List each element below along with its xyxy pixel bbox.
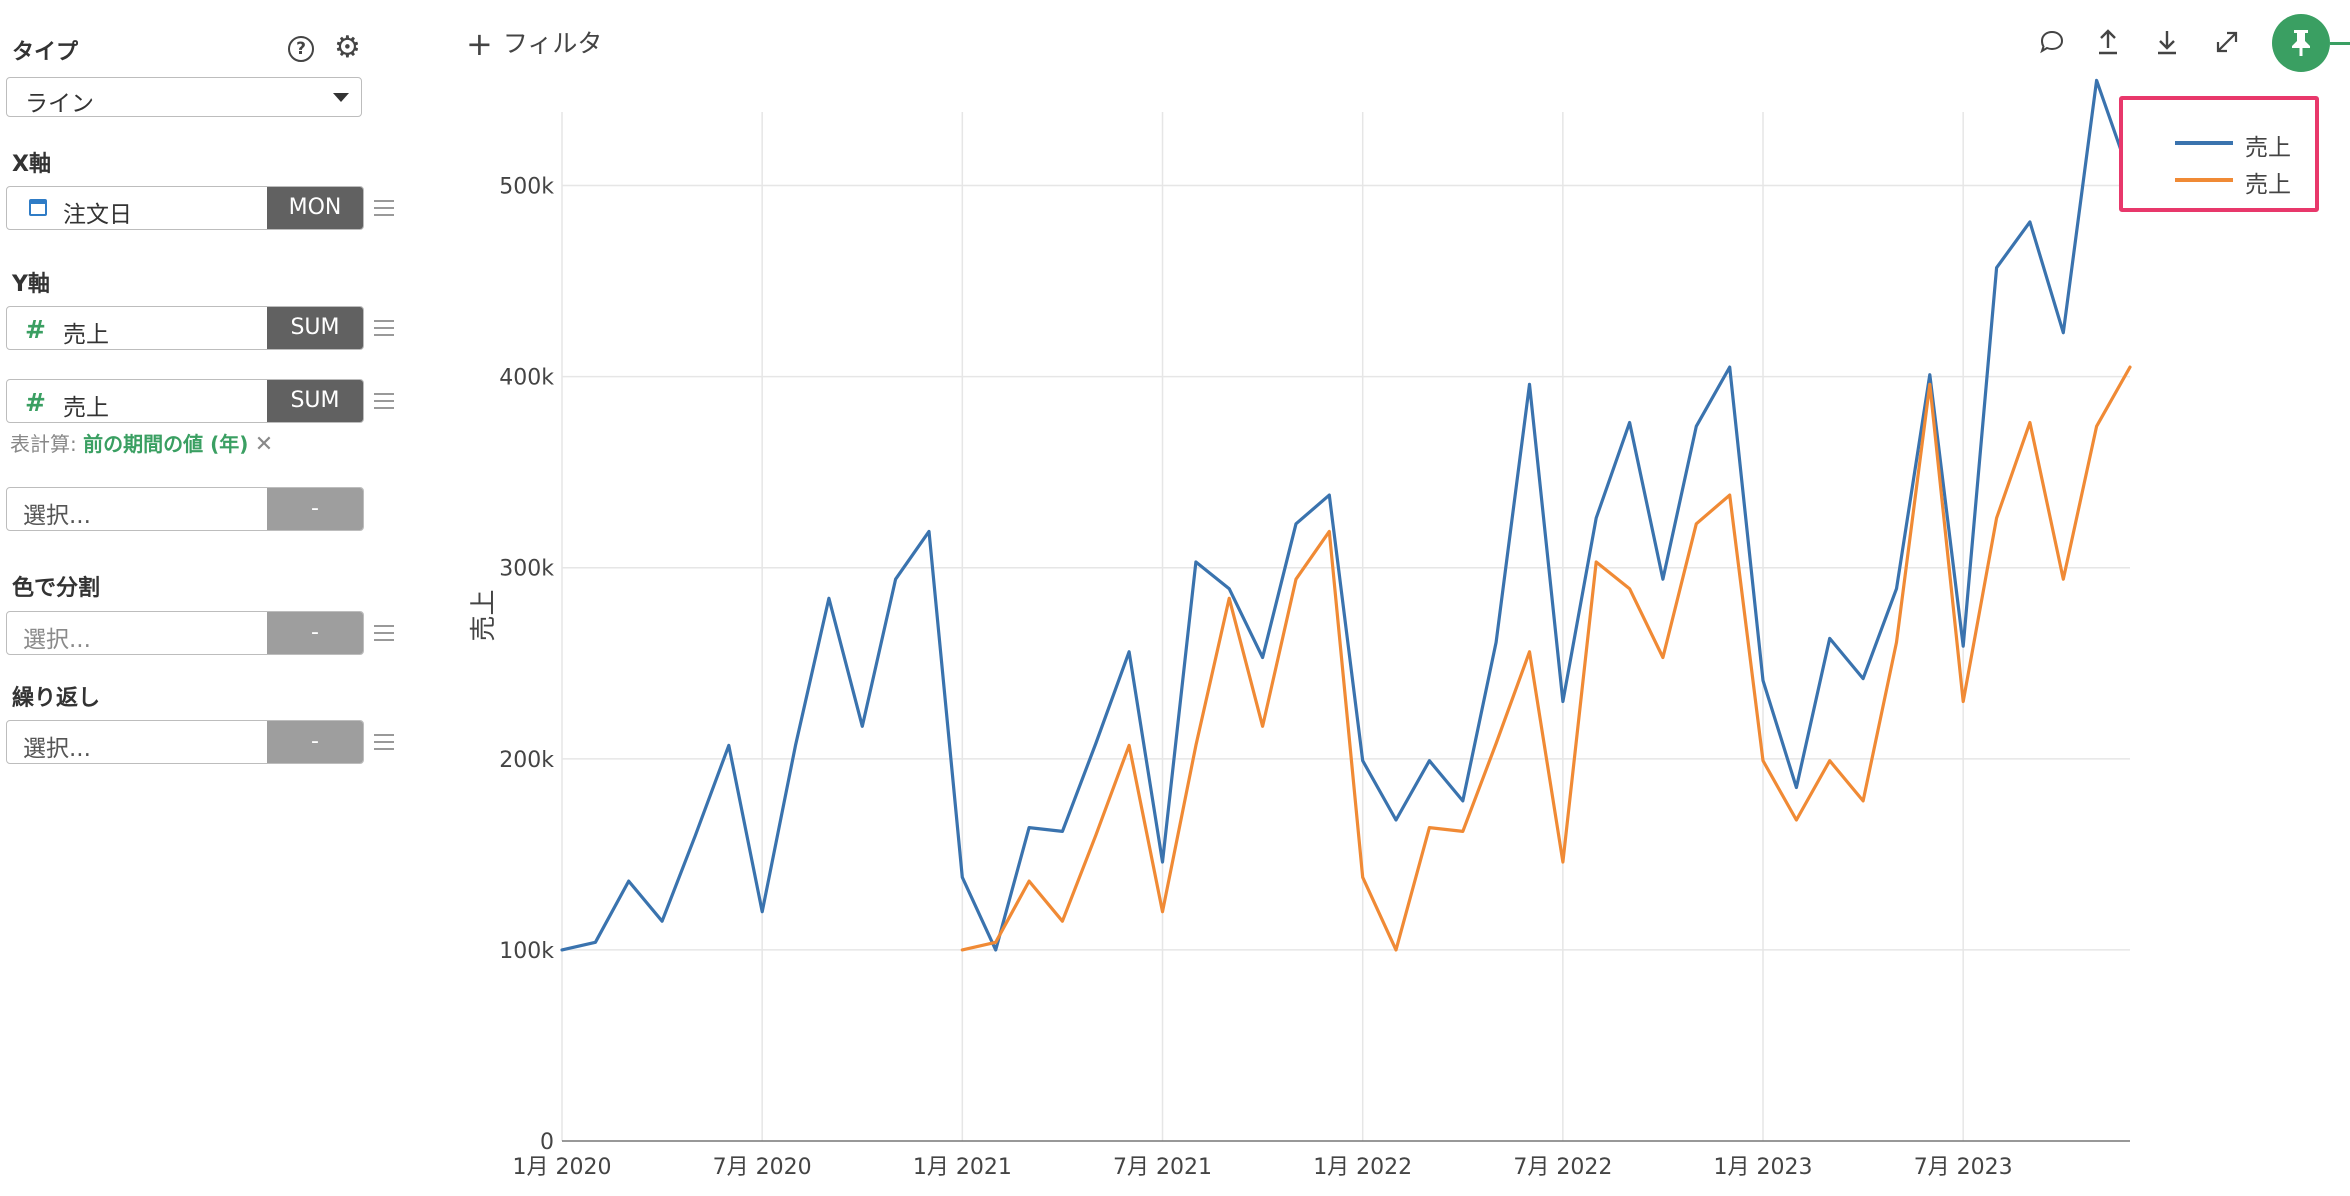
y-axis-field-1[interactable]: # 売上 SUM (6, 306, 364, 350)
y-axis-field-2-aggregation-button[interactable]: SUM (267, 380, 363, 422)
x-axis-field-name: 注文日 (63, 202, 132, 228)
x-tick-label: 1月 2022 (1313, 1155, 1412, 1180)
color-split-aggregation-button[interactable]: - (267, 612, 363, 654)
legend-label: 売上 (2245, 135, 2291, 161)
filter-label: フィルタ (502, 29, 603, 58)
grid (561, 112, 2130, 1141)
series-line (560, 78, 2132, 952)
repeat-placeholder: 選択... (23, 736, 91, 762)
number-icon: # (25, 388, 46, 417)
axes: 0 100k 200k 300k 400k 500k 1月 2020 7月 2020 1月 20… (469, 175, 2130, 1180)
gear-icon[interactable]: ⚙ (334, 30, 361, 65)
drag-handle-icon[interactable] (374, 320, 394, 336)
type-label: タイプ (12, 40, 79, 65)
x-tick-label: 7月 2022 (1513, 1155, 1612, 1180)
legend-swatch (2175, 141, 2233, 145)
legend-label: 売上 (2245, 172, 2291, 198)
y-axis-field-2-name: 売上 (63, 395, 109, 421)
repeat-aggregation-button[interactable]: - (267, 721, 363, 763)
repeat-label: 繰り返し (12, 686, 101, 711)
y-axis-add-aggregation-button[interactable]: - (267, 488, 363, 530)
y-axis-title: 売上 (469, 589, 499, 641)
drag-handle-icon[interactable] (374, 393, 394, 409)
y-axis-field-1-aggregation-button[interactable]: SUM (267, 307, 363, 349)
drag-handle-icon[interactable] (374, 625, 394, 641)
x-axis-label: X軸 (12, 152, 51, 177)
help-icon[interactable]: ? (288, 36, 314, 62)
calendar-icon (29, 199, 47, 216)
close-icon[interactable]: ✕ (254, 432, 274, 457)
table-calculation: 表計算: 前の期間の値 (年) ✕ (10, 428, 273, 457)
y-tick-label: 300k (499, 557, 554, 582)
legend: 売上 売上 (2119, 96, 2319, 212)
x-axis-aggregation-button[interactable]: MON (267, 187, 363, 229)
chart-type-select[interactable]: ライン (6, 77, 362, 117)
pin-icon (2292, 30, 2310, 56)
comment-icon[interactable] (2036, 26, 2068, 58)
chevron-down-icon (333, 93, 349, 102)
pin-button[interactable] (2272, 14, 2330, 72)
table-calc-value[interactable]: 前の期間の値 (年) (83, 432, 249, 456)
y-axis-add-placeholder: 選択... (23, 503, 91, 529)
x-tick-label: 1月 2020 (513, 1155, 612, 1180)
x-tick-label: 7月 2020 (713, 1155, 812, 1180)
add-filter-button[interactable]: + フィルタ (466, 24, 602, 63)
repeat-field[interactable]: 選択... - (6, 720, 364, 764)
plus-icon: + (466, 25, 493, 63)
download-icon[interactable] (2151, 26, 2183, 58)
number-icon: # (25, 315, 46, 344)
pin-indicator (2330, 42, 2350, 45)
upload-icon[interactable] (2092, 26, 2124, 58)
color-split-placeholder: 選択... (23, 627, 91, 653)
y-tick-label: 100k (499, 939, 554, 964)
y-axis-label: Y軸 (12, 272, 50, 297)
x-axis-field[interactable]: 注文日 MON (6, 186, 364, 230)
y-tick-label: 500k (499, 175, 554, 200)
x-tick-label: 7月 2023 (1914, 1155, 2013, 1180)
x-tick-label: 1月 2023 (1714, 1155, 1813, 1180)
x-tick-label: 1月 2021 (913, 1155, 1012, 1180)
y-axis-field-1-name: 売上 (63, 322, 109, 348)
drag-handle-icon[interactable] (374, 734, 394, 750)
y-axis-add-field[interactable]: 選択... - (6, 487, 364, 531)
y-tick-label: 0 (540, 1130, 554, 1155)
drag-handle-icon[interactable] (374, 200, 394, 216)
y-axis-field-2[interactable]: # 売上 SUM (6, 379, 364, 423)
legend-swatch (2175, 178, 2233, 182)
y-tick-label: 400k (499, 366, 554, 391)
table-calc-label: 表計算: (10, 432, 77, 456)
chart-config-panel: タイプ ? ⚙ ライン X軸 注文日 MON Y軸 # 売上 SUM # 売上 … (0, 0, 420, 1196)
expand-icon[interactable] (2211, 26, 2243, 58)
color-split-label: 色で分割 (12, 576, 101, 601)
x-tick-label: 7月 2021 (1113, 1155, 1212, 1180)
series (560, 78, 2132, 952)
chart-type-value: ライン (25, 91, 94, 117)
series-line (960, 365, 2132, 952)
color-split-field[interactable]: 選択... - (6, 611, 364, 655)
y-tick-label: 200k (499, 748, 554, 773)
